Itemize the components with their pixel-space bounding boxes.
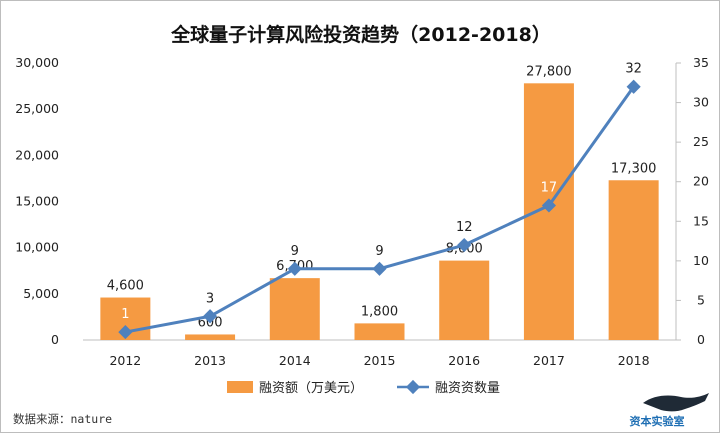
line-data-label: 1 bbox=[121, 307, 129, 322]
right-axis-ticks: 0 5 10 15 20 25 30 35 bbox=[676, 55, 709, 347]
bar-data-label: 1,800 bbox=[361, 304, 398, 319]
bar bbox=[269, 278, 320, 340]
left-tick-label: 10,000 bbox=[15, 240, 59, 255]
line-data-labels: 1 3 9 9 12 17 32 bbox=[121, 62, 642, 322]
left-tick-label: 0 bbox=[51, 332, 59, 347]
line-point bbox=[203, 309, 218, 324]
source-note: 数据来源：nature bbox=[13, 412, 112, 426]
right-tick-label: 5 bbox=[697, 292, 705, 307]
bar-data-label: 27,800 bbox=[526, 64, 572, 79]
right-tick-label: 10 bbox=[693, 253, 709, 268]
bar-data-label: 4,600 bbox=[107, 279, 144, 294]
x-axis-ticks: 2012 2013 2014 2015 2016 2017 2018 bbox=[109, 353, 649, 368]
x-tick-label: 2014 bbox=[279, 353, 311, 368]
line-data-label: 9 bbox=[291, 244, 299, 259]
x-tick-label: 2016 bbox=[448, 353, 480, 368]
line-point bbox=[626, 79, 641, 94]
line-point bbox=[457, 237, 472, 253]
logo: 资本实验室 bbox=[630, 393, 709, 428]
line-data-label: 32 bbox=[625, 62, 642, 77]
left-tick-label: 5,000 bbox=[23, 286, 59, 301]
line-data-label: 3 bbox=[206, 291, 214, 306]
left-tick-label: 15,000 bbox=[15, 194, 59, 209]
axes bbox=[83, 63, 677, 341]
legend-marker-line bbox=[405, 379, 421, 395]
bar bbox=[354, 323, 405, 340]
line-data-label: 9 bbox=[375, 244, 383, 259]
bar bbox=[608, 180, 659, 340]
right-tick-label: 20 bbox=[693, 174, 709, 189]
left-tick-label: 30,000 bbox=[15, 55, 59, 70]
bar bbox=[439, 260, 490, 340]
left-tick-label: 25,000 bbox=[15, 101, 59, 116]
line-series bbox=[118, 79, 641, 340]
right-tick-label: 30 bbox=[693, 95, 709, 110]
bar-series bbox=[100, 83, 659, 341]
line-point bbox=[541, 198, 556, 213]
x-tick-label: 2012 bbox=[109, 353, 141, 368]
x-tick-label: 2015 bbox=[364, 353, 396, 368]
x-tick-label: 2017 bbox=[533, 353, 565, 368]
legend-swatch-bar bbox=[227, 381, 253, 393]
logo-text: 资本实验室 bbox=[630, 414, 685, 428]
bar bbox=[185, 334, 236, 340]
cheetah-logo-icon bbox=[643, 393, 709, 412]
right-tick-label: 15 bbox=[693, 213, 709, 228]
line-point bbox=[118, 325, 133, 340]
right-tick-label: 35 bbox=[693, 55, 709, 70]
line-point bbox=[372, 261, 387, 276]
right-tick-label: 25 bbox=[693, 134, 709, 149]
left-axis-ticks: 0 5,000 10,000 15,000 20,000 25,000 30,000 bbox=[15, 55, 59, 347]
line-data-label: 12 bbox=[456, 220, 473, 235]
right-tick-label: 0 bbox=[697, 332, 705, 347]
line-point bbox=[287, 261, 302, 276]
left-tick-label: 20,000 bbox=[15, 147, 59, 162]
x-tick-label: 2013 bbox=[194, 353, 226, 368]
legend-label-bar: 融资额（万美元） bbox=[259, 381, 363, 396]
line-data-label: 17 bbox=[541, 180, 558, 195]
bar-data-label: 17,300 bbox=[611, 161, 657, 176]
legend-label-line: 融资资数量 bbox=[435, 381, 500, 396]
chart-title: 全球量子计算风险投资趋势（2012-2018） bbox=[170, 23, 551, 46]
legend: 融资额（万美元） 融资资数量 bbox=[227, 379, 500, 396]
x-tick-label: 2018 bbox=[618, 353, 650, 368]
